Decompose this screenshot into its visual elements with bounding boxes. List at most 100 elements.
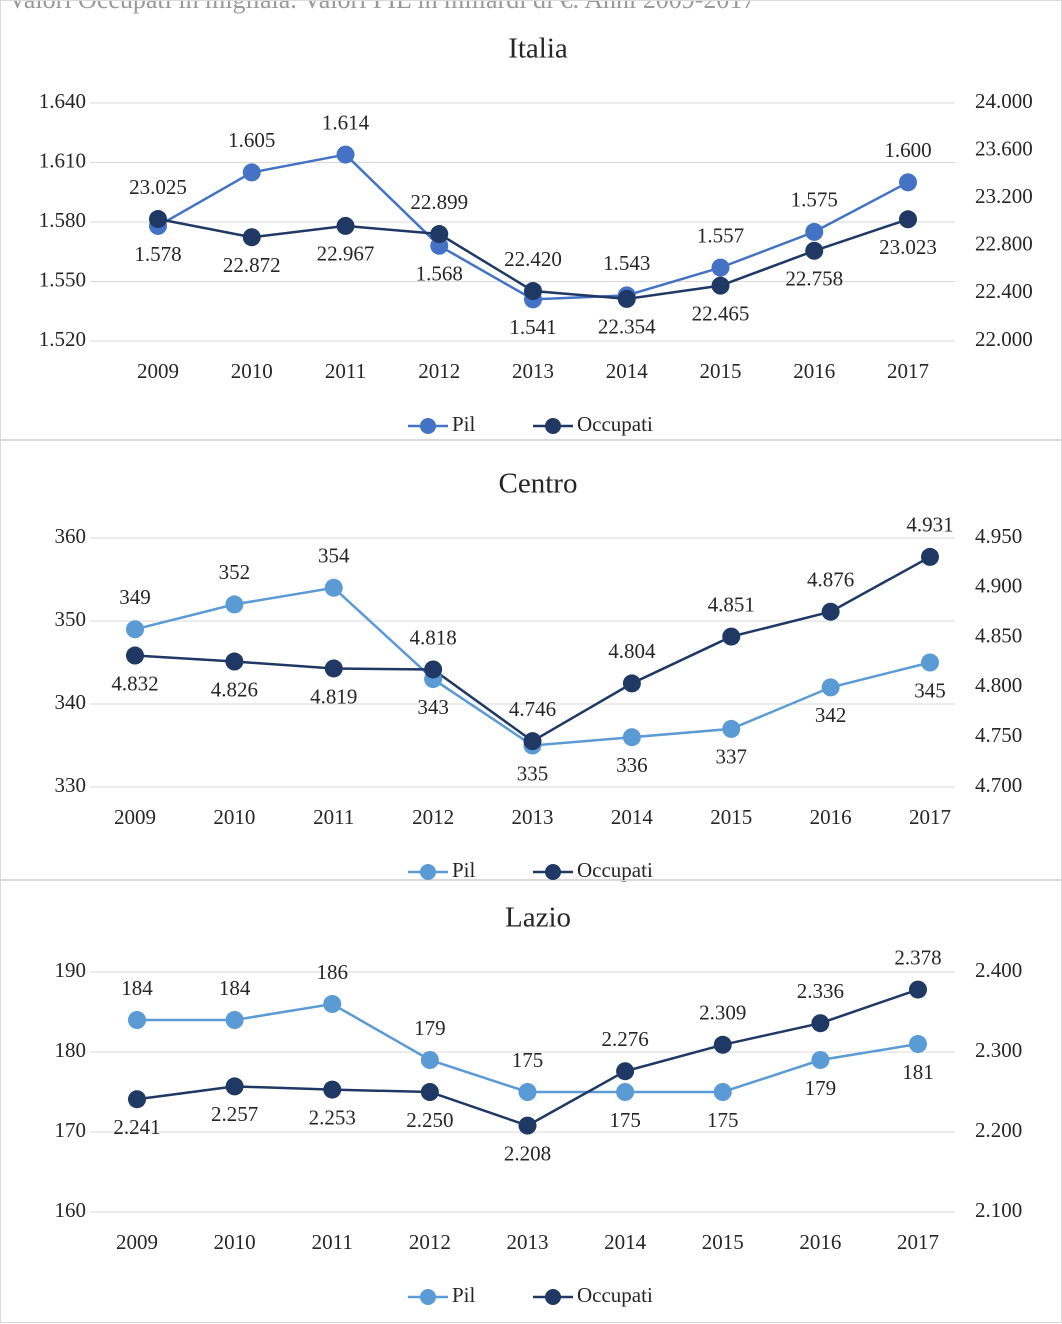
data-point: [420, 1083, 439, 1101]
data-point: [722, 627, 741, 646]
y2-tick-label: 24.000: [975, 89, 1033, 113]
data-label: 1.578: [134, 242, 181, 266]
chart-panel: Centro 330 340 350 360 4.700 4.750 4.800 4.850 4.…: [0, 440, 1062, 882]
x-tick-label: 2015: [702, 1230, 744, 1254]
y2-tick-label: 22.800: [975, 232, 1033, 256]
y-tick-label: 350: [55, 607, 87, 631]
data-label: 175: [707, 1108, 739, 1132]
y-tick-label: 180: [55, 1038, 87, 1062]
data-point: [126, 646, 144, 665]
data-point: [909, 1035, 927, 1053]
y-tick-label: 190: [55, 958, 87, 982]
x-tick-label: 2014: [604, 1230, 647, 1254]
x-tick-label: 2016: [799, 1230, 841, 1254]
data-point: [336, 145, 355, 164]
x-tick-label: 2017: [887, 359, 929, 383]
y-tick-label: 1.640: [39, 89, 86, 113]
data-label: 179: [805, 1076, 837, 1100]
data-label: 335: [517, 761, 549, 785]
data-label: 1.541: [509, 315, 556, 339]
y2-tick-label: 4.950: [975, 524, 1022, 548]
data-point: [225, 595, 244, 614]
x-tick-label: 2009: [114, 805, 156, 829]
data-point: [909, 980, 927, 999]
data-label: 1.557: [697, 223, 744, 247]
data-label: 4.826: [211, 677, 258, 701]
data-label: 2.257: [211, 1102, 258, 1126]
data-point: [324, 659, 343, 678]
data-point: [523, 732, 542, 751]
data-label: 1.575: [791, 188, 838, 212]
x-tick-label: 2017: [909, 805, 951, 829]
data-label: 22.758: [785, 267, 843, 291]
data-label: 22.420: [504, 247, 562, 271]
data-point: [242, 228, 261, 247]
data-label: 1.614: [322, 110, 370, 134]
y2-tick-label: 4.700: [975, 773, 1022, 797]
data-label: 23.025: [129, 175, 187, 199]
y-tick-label: 360: [55, 524, 87, 548]
data-point: [713, 1035, 732, 1054]
chart-panel: Italia 1.520 1.550 1.580 1.610 1.640 22.000 22.…: [0, 0, 1062, 440]
y-tick-label: 1.610: [39, 148, 86, 172]
data-label: 2.336: [797, 979, 844, 1003]
y-tick-label: 1.550: [39, 267, 86, 291]
y2-tick-label: 4.850: [975, 623, 1022, 647]
data-label: 1.600: [884, 138, 931, 162]
data-label: 1.543: [603, 251, 650, 275]
data-point: [899, 210, 917, 229]
x-tick-label: 2015: [710, 805, 752, 829]
y-tick-label: 340: [55, 690, 87, 714]
data-label: 2.250: [406, 1108, 453, 1132]
y2-tick-label: 22.000: [975, 327, 1033, 351]
data-point: [424, 660, 443, 679]
y2-tick-label: 2.200: [975, 1118, 1022, 1142]
data-point: [711, 276, 730, 295]
data-point: [811, 1014, 830, 1033]
data-label: 2.309: [699, 1001, 746, 1025]
data-point: [323, 995, 342, 1013]
data-point: [921, 547, 939, 566]
caption: Valori Occupati in migliaia. Valori PIL …: [8, 0, 755, 14]
data-point: [225, 652, 244, 671]
x-tick-label: 2016: [793, 359, 835, 383]
data-point: [805, 222, 824, 241]
data-label: 2.208: [504, 1141, 551, 1165]
data-point: [225, 1077, 244, 1096]
x-tick-label: 2012: [412, 805, 454, 829]
y2-tick-label: 4.750: [975, 723, 1022, 747]
data-label: 175: [512, 1048, 544, 1072]
data-point: [622, 674, 641, 693]
data-point: [921, 653, 939, 672]
y2-tick-label: 23.600: [975, 136, 1033, 160]
data-label: 342: [815, 703, 847, 727]
data-point: [616, 1083, 635, 1101]
data-label: 179: [414, 1016, 446, 1040]
data-label: 184: [219, 976, 251, 1000]
x-tick-label: 2012: [418, 359, 460, 383]
data-point: [518, 1083, 537, 1101]
y-tick-label: 1.520: [39, 327, 86, 351]
data-label: 4.818: [410, 625, 457, 649]
data-label: 345: [914, 678, 946, 702]
data-label: 343: [417, 695, 449, 719]
data-point: [518, 1116, 537, 1135]
data-label: 22.899: [410, 190, 468, 214]
chart-title: Lazio: [505, 902, 571, 934]
x-tick-label: 2009: [137, 359, 179, 383]
x-tick-label: 2010: [213, 805, 255, 829]
data-label: 4.876: [807, 568, 854, 592]
x-tick-label: 2015: [700, 359, 742, 383]
data-label: 181: [902, 1060, 934, 1084]
data-point: [225, 1011, 244, 1029]
data-point: [323, 1080, 342, 1099]
data-label: 184: [121, 976, 153, 1000]
x-tick-label: 2009: [116, 1230, 158, 1254]
y2-tick-label: 2.400: [975, 958, 1022, 982]
legend-label: Occupati: [577, 412, 653, 436]
legend-marker: [545, 1289, 561, 1305]
y-tick-label: 1.580: [39, 208, 86, 232]
data-point: [711, 258, 730, 277]
x-tick-label: 2011: [325, 359, 366, 383]
